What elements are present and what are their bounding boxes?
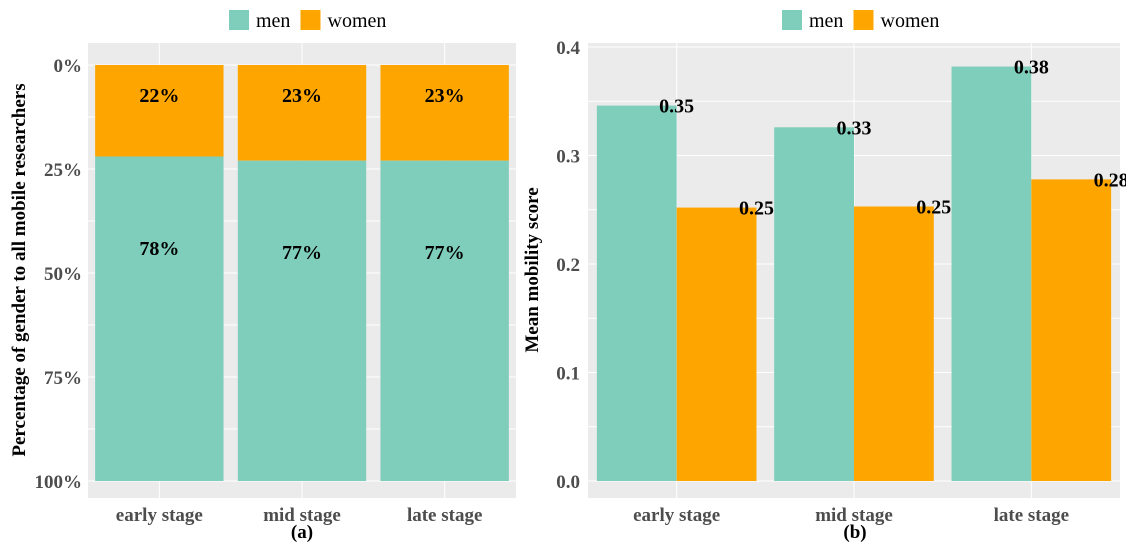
panel-b-legend-swatch-men <box>782 10 802 30</box>
panel-a-legend-label-men: men <box>256 10 290 32</box>
panel-b-bars <box>596 66 1112 481</box>
panel-b-data-label-men: 0.38 <box>1014 57 1049 79</box>
panel-a-data-label-women: 22% <box>139 85 179 107</box>
panel-a-data-labels: 22% 78% 23% 77% 23% 77% <box>139 85 464 264</box>
panel-a-bar-men <box>380 160 509 481</box>
panel-b-data-label-women: 0.28 <box>1094 169 1126 191</box>
panel-a-x-tick-label: early stage <box>116 505 203 526</box>
panel-b-y-ticks: 0.0 0.1 0.2 0.3 0.4 <box>556 38 580 493</box>
panel-a-y-tick-label: 50% <box>44 264 82 285</box>
panel-a-y-axis-title: Percentage of gender to all mobile resea… <box>9 83 30 456</box>
panel-b-x-tick-label: early stage <box>633 505 720 526</box>
panel-b-y-tick-label: 0.0 <box>556 472 580 493</box>
panel-a-data-label-men: 78% <box>139 238 179 260</box>
panel-b-legend-swatch-women <box>853 10 874 30</box>
panel-b-tag: (b) <box>843 522 866 543</box>
panel-a-x-tick-label: mid stage <box>263 505 341 526</box>
panel-a-data-label-men: 77% <box>425 242 465 264</box>
panel-a-legend-label-women: women <box>328 10 387 32</box>
panel-b-x-tick-label: mid stage <box>815 505 893 526</box>
panel-a-bar-men <box>237 160 367 481</box>
panel-b-data-label-men: 0.33 <box>837 117 872 139</box>
panel-b-x-tick-label: late stage <box>994 505 1069 526</box>
panel-a-y-tick-label: 100% <box>35 472 83 493</box>
panel-a-bar-men <box>95 156 224 481</box>
panel-b-bar-men <box>951 66 1032 481</box>
panel-a-y-tick-label: 75% <box>44 368 82 389</box>
panel-b-data-labels: 0.35 0.25 0.33 0.25 0.38 0.28 <box>659 57 1126 220</box>
panel-a-bar-women <box>380 65 509 161</box>
panel-b-x-ticks: early stage mid stage late stage <box>633 505 1069 526</box>
panel-a-legend-swatch-men <box>229 10 249 30</box>
panel-b-data-label-men: 0.35 <box>659 96 694 118</box>
panel-a-y-ticks: 0% 25% 50% 75% 100% <box>35 56 83 493</box>
panel-b-bar-women <box>854 206 934 481</box>
panel-b-legend-label-men: men <box>809 10 843 32</box>
panel-b-bar-women <box>1031 179 1112 481</box>
panel-a-bar-women <box>237 65 367 161</box>
panel-b-legend-label-women: women <box>881 10 940 32</box>
panel-a-bars <box>95 65 509 481</box>
panel-a-data-label-women: 23% <box>425 85 465 107</box>
panel-b-bar-men <box>774 127 854 481</box>
panel-b-bar-men <box>596 105 677 481</box>
panel-a-legend: men women <box>229 10 386 32</box>
panel-b-legend: men women <box>782 10 939 32</box>
panel-b-data-label-women: 0.25 <box>916 196 951 218</box>
panel-a-y-tick-label: 25% <box>44 160 82 181</box>
panel-b-y-axis-title: Mean mobility score <box>522 187 543 352</box>
panel-a-bar-women <box>95 65 224 157</box>
panel-a-data-label-women: 23% <box>282 85 322 107</box>
panel-a-y-tick-label: 0% <box>54 56 83 77</box>
panel-b-y-tick-label: 0.2 <box>556 255 580 276</box>
panel-b-y-tick-label: 0.1 <box>556 364 580 385</box>
panel-a-x-tick-label: late stage <box>407 505 482 526</box>
panel-a-legend-swatch-women <box>300 10 321 30</box>
panel-a-data-label-men: 77% <box>282 242 322 264</box>
panel-b-bar-women <box>676 207 757 481</box>
panel-b-y-tick-label: 0.4 <box>556 38 580 59</box>
panel-a-tag: (a) <box>291 522 313 543</box>
panel-b-data-label-women: 0.25 <box>739 198 774 220</box>
panel-a-x-ticks: early stage mid stage late stage <box>116 505 483 526</box>
panel-b-y-tick-label: 0.3 <box>556 147 580 168</box>
